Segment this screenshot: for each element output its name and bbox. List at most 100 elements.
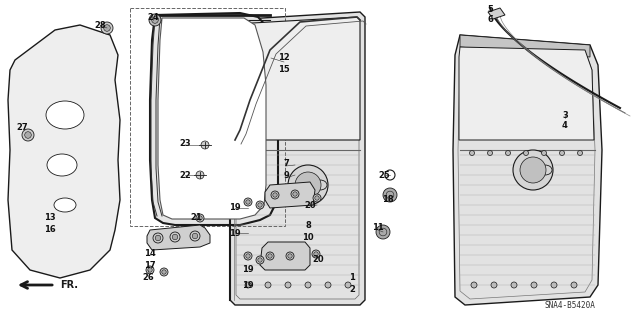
Circle shape bbox=[172, 234, 178, 240]
Circle shape bbox=[577, 151, 582, 155]
Polygon shape bbox=[260, 242, 310, 270]
Circle shape bbox=[379, 228, 387, 236]
Circle shape bbox=[146, 266, 154, 274]
Circle shape bbox=[305, 282, 311, 288]
Circle shape bbox=[245, 282, 251, 288]
Ellipse shape bbox=[46, 101, 84, 129]
Circle shape bbox=[25, 132, 31, 138]
Circle shape bbox=[244, 198, 252, 206]
Text: 26: 26 bbox=[142, 273, 154, 283]
Polygon shape bbox=[230, 12, 365, 305]
Text: 5: 5 bbox=[487, 5, 493, 14]
Text: 7: 7 bbox=[283, 159, 289, 167]
Text: 3: 3 bbox=[562, 110, 568, 120]
Text: 2: 2 bbox=[349, 286, 355, 294]
Text: 21: 21 bbox=[190, 213, 202, 222]
Circle shape bbox=[190, 231, 200, 241]
Text: 17: 17 bbox=[144, 261, 156, 270]
Text: 16: 16 bbox=[44, 226, 56, 234]
Text: 6: 6 bbox=[487, 16, 493, 25]
Text: 24: 24 bbox=[147, 13, 159, 23]
Polygon shape bbox=[488, 8, 505, 19]
Circle shape bbox=[471, 282, 477, 288]
Polygon shape bbox=[460, 35, 590, 57]
Text: 19: 19 bbox=[242, 265, 254, 275]
Circle shape bbox=[541, 151, 547, 155]
Polygon shape bbox=[8, 25, 120, 278]
Polygon shape bbox=[265, 182, 315, 208]
Circle shape bbox=[513, 150, 553, 190]
Circle shape bbox=[559, 151, 564, 155]
Ellipse shape bbox=[47, 154, 77, 176]
Circle shape bbox=[295, 172, 321, 198]
Circle shape bbox=[551, 282, 557, 288]
Circle shape bbox=[256, 256, 264, 264]
Bar bbox=[130, 8, 285, 226]
Circle shape bbox=[315, 196, 319, 200]
Text: 9: 9 bbox=[283, 170, 289, 180]
Polygon shape bbox=[453, 35, 602, 305]
Text: 4: 4 bbox=[562, 121, 568, 130]
Text: 25: 25 bbox=[378, 170, 390, 180]
Circle shape bbox=[531, 282, 537, 288]
Circle shape bbox=[314, 252, 318, 256]
Text: 19: 19 bbox=[229, 228, 241, 238]
Circle shape bbox=[376, 225, 390, 239]
Circle shape bbox=[160, 268, 168, 276]
Circle shape bbox=[156, 235, 161, 241]
Text: 20: 20 bbox=[312, 256, 324, 264]
Circle shape bbox=[293, 192, 297, 196]
Circle shape bbox=[520, 157, 546, 183]
Circle shape bbox=[22, 129, 34, 141]
Polygon shape bbox=[147, 225, 210, 250]
Text: 22: 22 bbox=[179, 170, 191, 180]
Text: 15: 15 bbox=[278, 65, 290, 75]
Circle shape bbox=[524, 151, 529, 155]
Circle shape bbox=[246, 200, 250, 204]
Circle shape bbox=[386, 191, 394, 199]
Polygon shape bbox=[235, 17, 360, 140]
Circle shape bbox=[345, 282, 351, 288]
Circle shape bbox=[285, 282, 291, 288]
Circle shape bbox=[258, 258, 262, 262]
Circle shape bbox=[149, 14, 161, 26]
Text: 14: 14 bbox=[144, 249, 156, 257]
Circle shape bbox=[273, 193, 277, 197]
Circle shape bbox=[291, 190, 299, 198]
Circle shape bbox=[192, 233, 198, 239]
Circle shape bbox=[196, 171, 204, 179]
Circle shape bbox=[491, 282, 497, 288]
Circle shape bbox=[265, 282, 271, 288]
Text: SNA4-B5420A: SNA4-B5420A bbox=[545, 300, 595, 309]
Text: 10: 10 bbox=[302, 233, 314, 241]
Circle shape bbox=[104, 25, 110, 31]
Text: 18: 18 bbox=[382, 196, 394, 204]
Circle shape bbox=[488, 151, 493, 155]
Circle shape bbox=[148, 268, 152, 272]
Circle shape bbox=[271, 191, 279, 199]
Polygon shape bbox=[158, 18, 266, 219]
Text: 19: 19 bbox=[242, 280, 254, 290]
Text: 1: 1 bbox=[349, 273, 355, 283]
Circle shape bbox=[288, 254, 292, 258]
Circle shape bbox=[162, 270, 166, 274]
Circle shape bbox=[325, 282, 331, 288]
Text: 23: 23 bbox=[179, 138, 191, 147]
Circle shape bbox=[286, 252, 294, 260]
Circle shape bbox=[170, 232, 180, 242]
Circle shape bbox=[266, 252, 274, 260]
Text: 20: 20 bbox=[304, 201, 316, 210]
Circle shape bbox=[244, 252, 252, 260]
Circle shape bbox=[152, 17, 158, 23]
Circle shape bbox=[288, 165, 328, 205]
Text: FR.: FR. bbox=[60, 280, 78, 290]
Circle shape bbox=[256, 201, 264, 209]
Ellipse shape bbox=[54, 198, 76, 212]
Text: 12: 12 bbox=[278, 54, 290, 63]
Circle shape bbox=[385, 170, 395, 180]
Text: 11: 11 bbox=[372, 224, 384, 233]
Text: 27: 27 bbox=[16, 123, 28, 132]
Circle shape bbox=[153, 233, 163, 243]
Circle shape bbox=[506, 151, 511, 155]
Text: 19: 19 bbox=[229, 204, 241, 212]
